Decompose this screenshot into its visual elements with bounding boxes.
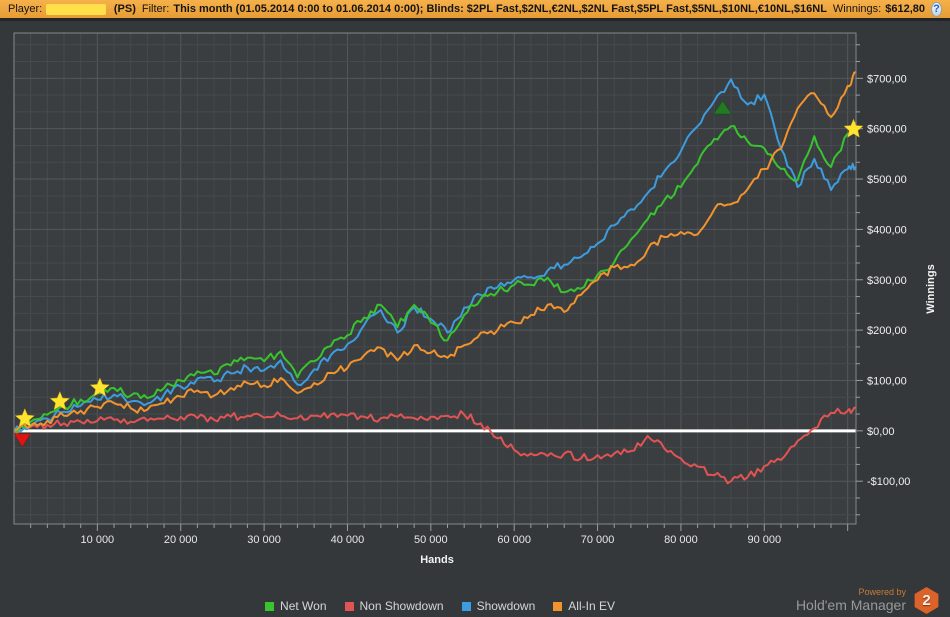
chart-markers <box>13 100 864 448</box>
player-label: Player: <box>8 3 43 15</box>
x-tick-label: 70 000 <box>581 534 615 546</box>
x-tick-label: 30 000 <box>247 534 281 546</box>
filter-bar: Player: (PS) Filter: This month (01.05.2… <box>0 0 950 21</box>
y-tick-label: $0,00 <box>867 426 895 438</box>
y-tick-label: -$100,00 <box>867 476 910 488</box>
legend-item-showdown[interactable]: Showdown <box>461 599 536 613</box>
legend-item-non-showdown[interactable]: Non Showdown <box>344 599 444 613</box>
player-name-redacted <box>46 3 106 15</box>
y-tick-label: $700,00 <box>867 73 907 85</box>
legend-label: All-In EV <box>568 599 615 613</box>
plot-area <box>14 33 856 524</box>
y-axis-title: Winnings <box>925 264 937 313</box>
filter-value[interactable]: This month (01.05.2014 0:00 to 01.06.201… <box>173 3 827 15</box>
triangle-up-marker-icon <box>713 100 733 115</box>
x-tick-label: 60 000 <box>497 534 531 546</box>
x-tick-label: 50 000 <box>414 534 448 546</box>
powered-by-label: Powered by <box>858 587 906 598</box>
hm2-logo-icon: 2 <box>914 587 939 614</box>
x-tick-label: 80 000 <box>664 534 698 546</box>
y-tick-label: $600,00 <box>867 124 907 136</box>
x-tick-label: 10 000 <box>81 534 115 546</box>
star-marker-icon <box>49 390 71 411</box>
help-icon[interactable]: ? <box>930 1 942 17</box>
legend-label: Non Showdown <box>359 599 444 613</box>
site-tag: (PS) <box>113 3 136 15</box>
x-tick-label: 40 000 <box>331 534 365 546</box>
x-axis-title: Hands <box>420 554 454 566</box>
legend-swatch-icon <box>344 601 354 611</box>
legend-item-all-in-ev[interactable]: All-In EV <box>553 599 615 613</box>
legend-swatch-icon <box>553 601 563 611</box>
series-net-won <box>13 121 857 433</box>
brand-name: Hold'em Manager <box>795 596 906 613</box>
y-tick-label: $400,00 <box>867 224 907 236</box>
filter-label: Filter: <box>141 3 170 15</box>
branding: Powered by Hold'em Manager 2 <box>796 587 940 614</box>
plot-border <box>13 32 857 525</box>
winnings-chart: 10 000 20 000 30 000 40 000 50 000 60 000 70 0… <box>13 32 937 566</box>
x-tick-label: 90 000 <box>747 534 781 546</box>
series-showdown <box>13 78 857 433</box>
legend-label: Net Won <box>280 599 327 613</box>
gridlines <box>14 33 856 524</box>
legend-label: Showdown <box>476 599 536 613</box>
x-tick-label: 20 000 <box>164 534 198 546</box>
star-marker-icon <box>89 377 111 397</box>
series-non-showdown <box>13 406 856 485</box>
y-tick-label: $200,00 <box>867 325 907 337</box>
legend-swatch-icon <box>265 601 275 611</box>
y-tick-label: $300,00 <box>867 275 907 287</box>
triangle-down-marker-icon <box>13 433 31 448</box>
y-tick-label: $100,00 <box>867 375 907 387</box>
series-all-in-ev <box>13 71 857 432</box>
y-tick-label: $500,00 <box>867 174 907 186</box>
chart-legend: Net Won Non Showdown Showdown All-In EV <box>0 596 880 616</box>
winnings-label: Winnings: <box>832 3 882 15</box>
winnings-value: $612,80 <box>885 3 925 15</box>
star-marker-icon <box>14 408 35 428</box>
legend-item-net-won[interactable]: Net Won <box>265 599 327 613</box>
star-marker-icon <box>843 118 864 138</box>
legend-swatch-icon <box>461 601 471 611</box>
axes: 10 000 20 000 30 000 40 000 50 000 60 000 70 0… <box>30 44 937 566</box>
